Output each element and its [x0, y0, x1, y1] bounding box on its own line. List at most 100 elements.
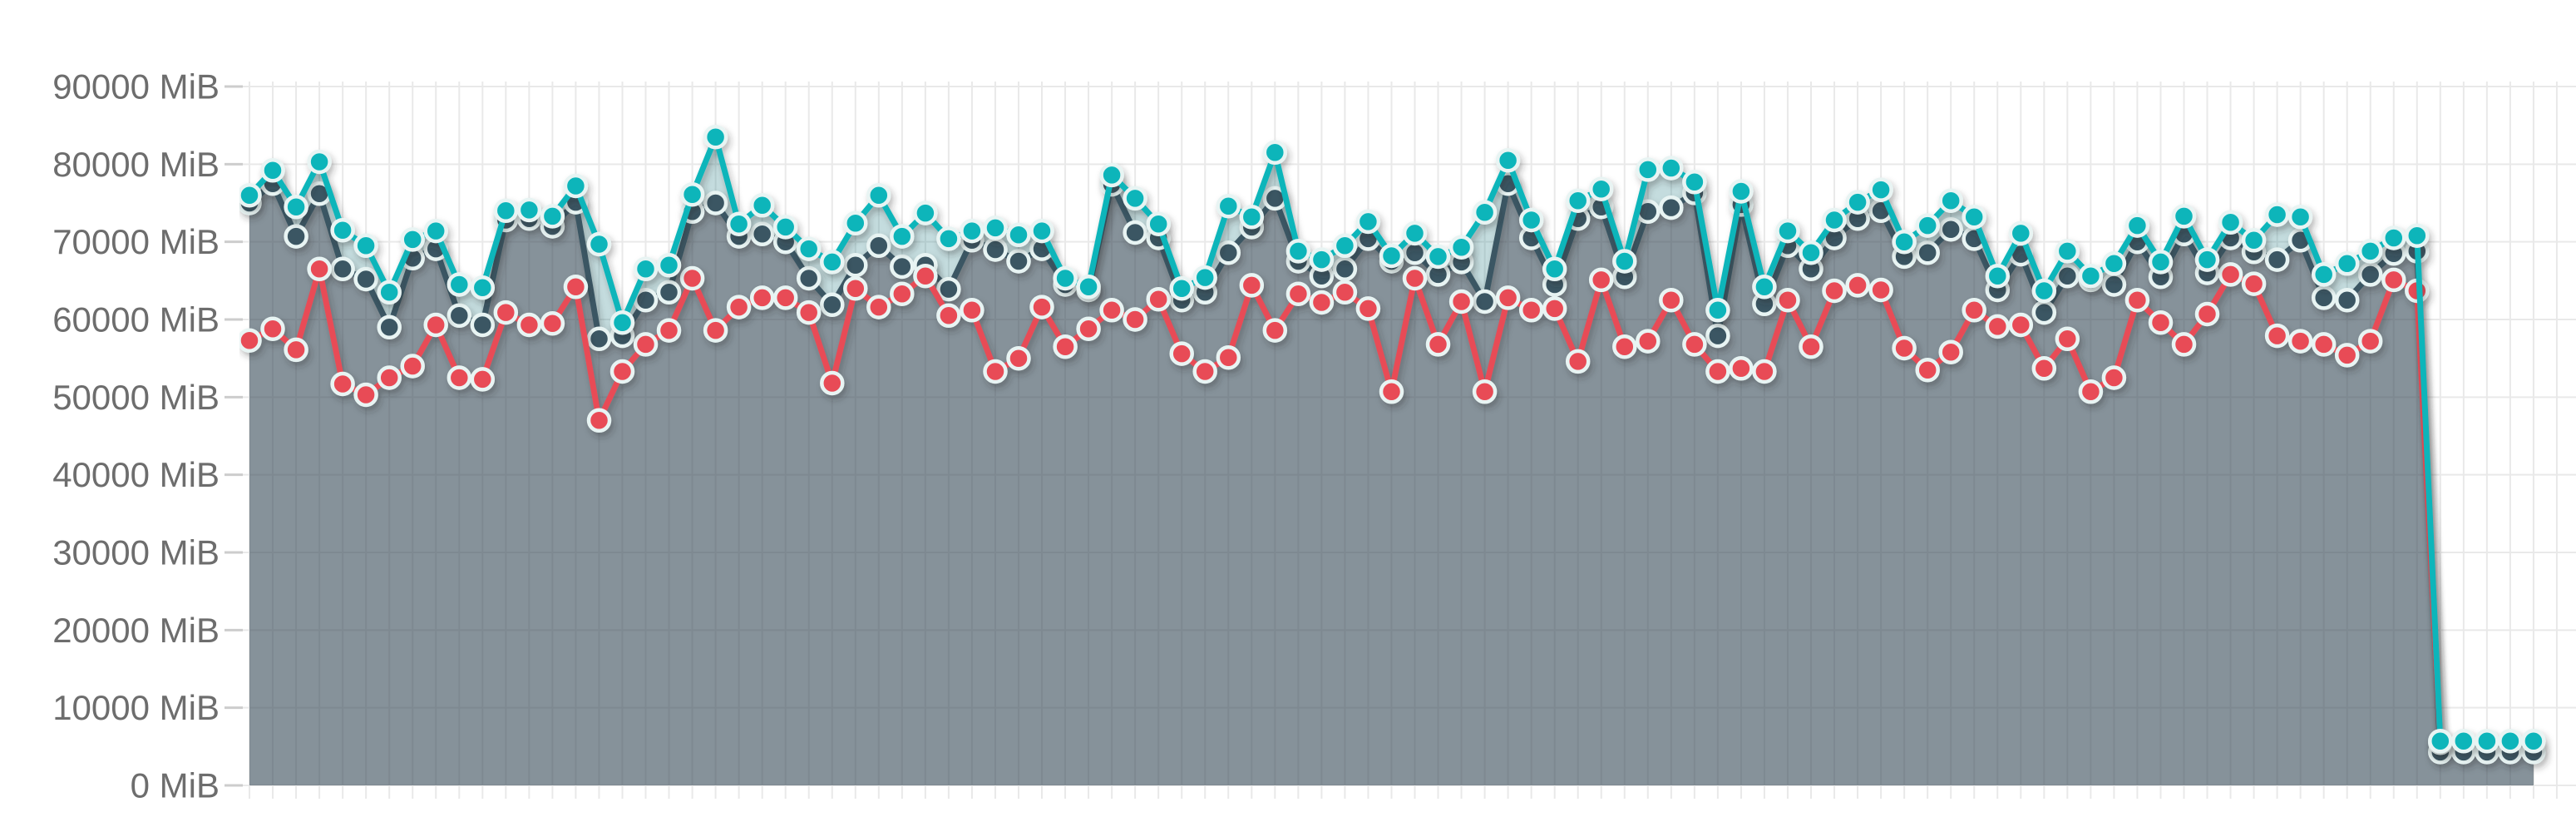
- red-series-point[interactable]: [2241, 271, 2267, 296]
- teal-series-point[interactable]: [493, 198, 519, 224]
- teal-series-point[interactable]: [703, 124, 728, 150]
- teal-series-point[interactable]: [1053, 265, 1078, 291]
- teal-series-point[interactable]: [2124, 213, 2150, 238]
- red-series-point[interactable]: [1262, 318, 1288, 343]
- red-series-point[interactable]: [2264, 323, 2290, 349]
- teal-series-point[interactable]: [2055, 239, 2080, 264]
- red-series-point[interactable]: [2031, 356, 2057, 381]
- teal-series-point[interactable]: [1705, 298, 1730, 323]
- red-series-point[interactable]: [1309, 290, 1335, 315]
- teal-series-point[interactable]: [2194, 247, 2220, 272]
- teal-series-point[interactable]: [1099, 162, 1124, 188]
- red-series-point[interactable]: [820, 370, 845, 396]
- red-series-point[interactable]: [936, 303, 961, 329]
- red-series-point[interactable]: [1845, 273, 1870, 298]
- teal-series-point[interactable]: [2381, 225, 2406, 250]
- teal-series-point[interactable]: [1775, 218, 1800, 244]
- teal-series-point[interactable]: [2148, 250, 2174, 275]
- teal-series-point[interactable]: [1402, 220, 1428, 246]
- red-series-point[interactable]: [2101, 365, 2127, 390]
- teal-series-point[interactable]: [2498, 729, 2523, 754]
- red-series-point[interactable]: [1682, 332, 1707, 357]
- teal-series-point[interactable]: [1799, 240, 1823, 265]
- teal-series-point[interactable]: [1938, 188, 1963, 213]
- red-series-point[interactable]: [1636, 329, 1661, 354]
- teal-series-point[interactable]: [2311, 262, 2337, 287]
- dark-series-point[interactable]: [820, 292, 845, 318]
- teal-series-point[interactable]: [1448, 235, 1474, 260]
- red-series-point[interactable]: [1495, 285, 1521, 310]
- teal-series-point[interactable]: [353, 233, 378, 259]
- red-series-point[interactable]: [1705, 359, 1730, 384]
- teal-series-point[interactable]: [1518, 207, 1544, 233]
- red-series-point[interactable]: [1962, 298, 1986, 323]
- red-series-point[interactable]: [960, 298, 985, 323]
- red-series-point[interactable]: [1425, 332, 1451, 357]
- teal-series-point[interactable]: [1659, 156, 1684, 181]
- red-series-point[interactable]: [1752, 359, 1777, 384]
- red-series-point[interactable]: [493, 300, 519, 325]
- red-series-point[interactable]: [1053, 334, 1078, 359]
- red-series-point[interactable]: [1985, 314, 2011, 339]
- teal-series-point[interactable]: [1286, 239, 1311, 264]
- dark-series-point[interactable]: [1705, 323, 1730, 349]
- dark-series-point[interactable]: [1915, 240, 1940, 265]
- red-series-point[interactable]: [1612, 334, 1637, 359]
- teal-series-point[interactable]: [1076, 275, 1101, 300]
- teal-series-point[interactable]: [1636, 157, 1661, 182]
- teal-series-point[interactable]: [1192, 265, 1217, 290]
- teal-series-point[interactable]: [749, 193, 775, 218]
- red-series-point[interactable]: [2078, 379, 2104, 404]
- red-series-point[interactable]: [1542, 296, 1567, 321]
- teal-series-point[interactable]: [447, 272, 472, 297]
- teal-series-point[interactable]: [2521, 729, 2546, 754]
- red-series-point[interactable]: [2055, 326, 2080, 352]
- teal-series-point[interactable]: [2078, 263, 2104, 289]
- teal-series-point[interactable]: [1379, 243, 1404, 269]
- dark-series-point[interactable]: [586, 326, 612, 352]
- red-series-point[interactable]: [1799, 334, 1823, 359]
- red-series-point[interactable]: [330, 371, 355, 397]
- red-series-point[interactable]: [2287, 329, 2313, 354]
- teal-series-point[interactable]: [609, 309, 635, 335]
- red-series-point[interactable]: [1565, 349, 1591, 374]
- red-series-point[interactable]: [239, 328, 262, 353]
- dark-series-point[interactable]: [1938, 216, 1963, 242]
- teal-series-point[interactable]: [1612, 249, 1637, 274]
- red-series-point[interactable]: [1775, 287, 1800, 313]
- teal-series-point[interactable]: [1495, 147, 1521, 173]
- red-series-point[interactable]: [260, 316, 285, 341]
- red-series-point[interactable]: [2311, 332, 2337, 357]
- dark-series-point[interactable]: [796, 265, 822, 291]
- teal-series-point[interactable]: [1309, 247, 1335, 272]
- teal-series-point[interactable]: [470, 275, 496, 300]
- dark-series-point[interactable]: [2055, 263, 2080, 289]
- red-series-point[interactable]: [656, 318, 682, 343]
- teal-series-point[interactable]: [1425, 244, 1451, 270]
- red-series-point[interactable]: [1822, 278, 1847, 304]
- teal-series-point[interactable]: [1332, 233, 1358, 259]
- dark-series-point[interactable]: [936, 276, 961, 302]
- red-series-point[interactable]: [913, 263, 938, 289]
- teal-series-point[interactable]: [1006, 222, 1031, 248]
- red-series-point[interactable]: [2194, 301, 2220, 327]
- teal-series-point[interactable]: [936, 226, 961, 251]
- teal-series-point[interactable]: [1985, 263, 2011, 289]
- teal-series-point[interactable]: [586, 231, 612, 257]
- red-series-point[interactable]: [1029, 295, 1054, 319]
- teal-series-point[interactable]: [2008, 220, 2034, 246]
- teal-series-point[interactable]: [239, 182, 262, 208]
- red-series-point[interactable]: [470, 367, 496, 392]
- red-series-point[interactable]: [633, 332, 659, 357]
- red-series-point[interactable]: [1239, 273, 1265, 298]
- teal-series-point[interactable]: [2171, 204, 2197, 229]
- red-series-point[interactable]: [284, 337, 308, 363]
- red-series-point[interactable]: [447, 365, 472, 390]
- red-series-point[interactable]: [796, 300, 822, 325]
- teal-series-point[interactable]: [1216, 193, 1241, 219]
- red-series-point[interactable]: [1332, 280, 1358, 305]
- teal-series-point[interactable]: [516, 197, 542, 223]
- dark-series-point[interactable]: [1332, 256, 1358, 282]
- red-series-point[interactable]: [307, 256, 332, 282]
- teal-series-point[interactable]: [1962, 205, 1986, 230]
